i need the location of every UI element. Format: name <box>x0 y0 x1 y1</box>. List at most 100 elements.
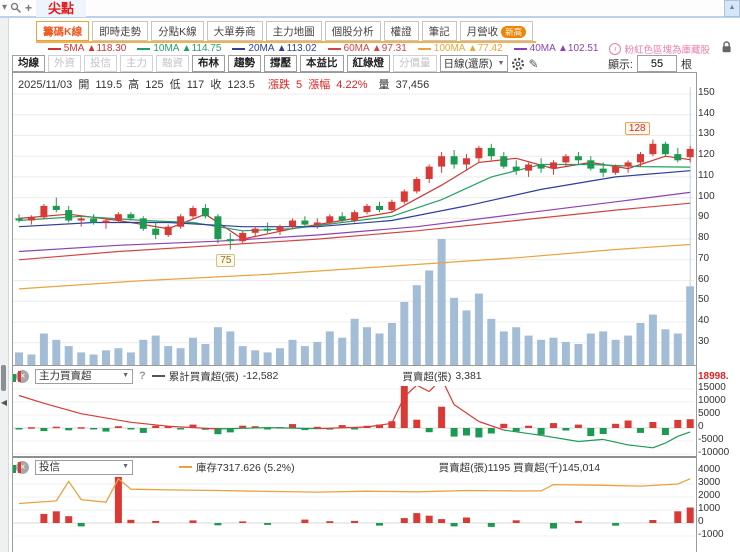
toolbar-button-分價量[interactable]: 分價量 <box>393 55 437 72</box>
low-value: 117 <box>186 79 205 91</box>
chevron-down-icon: ▼ <box>122 372 129 379</box>
tab-個股分析[interactable]: 個股分析 <box>324 21 381 41</box>
tab-月營收[interactable]: 月營收 新高 <box>459 21 534 41</box>
ma-legend-item-40MA: 40MA ▲102.51 <box>513 43 598 54</box>
tab-大單券商[interactable]: 大單券商 <box>206 21 263 41</box>
panel2-bar-value: 3,381 <box>455 370 482 382</box>
panel3-indicator-select[interactable]: 投信 ▼ <box>35 459 133 475</box>
toolbar-button-主力[interactable]: 主力 <box>120 55 153 72</box>
display-label: 顯示: <box>607 58 633 71</box>
candlestick-chart[interactable] <box>13 73 694 365</box>
line-swatch <box>327 47 341 50</box>
pencil-icon[interactable]: ✎ <box>528 56 539 71</box>
magnifier-icon[interactable] <box>10 2 22 14</box>
collapse-arrow-icon[interactable]: ◀ <box>0 398 8 407</box>
tab-籌碼K線[interactable]: 籌碼K線 <box>36 21 90 41</box>
chevron-down-icon: ▼ <box>122 463 129 470</box>
left-collapse-strip: ◀ <box>0 18 9 552</box>
main-force-panel-chart[interactable] <box>13 386 694 456</box>
axis-tick-label: 110 <box>698 170 714 181</box>
scrollbar-thumb[interactable] <box>1 365 6 391</box>
line-swatch <box>232 47 246 50</box>
axis-tick-label: 100 <box>698 191 715 202</box>
price-callout-75: 75 <box>216 254 236 268</box>
period-select[interactable]: 日線(還原) ▼ <box>439 55 509 72</box>
toolbar-button-外資[interactable]: 外資 <box>48 55 81 72</box>
treasury-note: i 粉紅色區塊為庫藏股 <box>609 42 710 56</box>
toolbar-button-投信[interactable]: 投信 <box>84 55 117 72</box>
low-label: 低 <box>169 79 181 91</box>
tab-即時走勢[interactable]: 即時走勢 <box>92 21 149 41</box>
price-callout-128: 128 <box>624 121 650 135</box>
bars-unit-label: 根 <box>681 58 692 71</box>
toolbar-button-紅綠燈[interactable]: 紅綠燈 <box>346 55 390 72</box>
panel2-indicator-select[interactable]: 主力買賣超 ▼ <box>35 368 133 384</box>
axis-tick-label: 60 <box>698 274 710 285</box>
tab-分點K線[interactable]: 分點K線 <box>151 21 204 41</box>
chart-area[interactable]: 2025/11/03 開 119.5 高 125 低 117 收 123.5 漲… <box>12 72 697 552</box>
change-pct-value: 4.22% <box>336 79 368 91</box>
page-title-tab[interactable]: 尖點 <box>36 0 87 17</box>
ma-legend-text: 100MA ▲77.42 <box>433 43 503 54</box>
axis-tick-label: 120 <box>698 149 715 160</box>
panel3-header: × 投信 ▼ 庫存7317.626 (5.2%) 買賣超(張)1195 買賣超(… <box>13 459 696 475</box>
axis-tick-label: 130 <box>698 128 715 139</box>
open-label: 開 <box>78 79 90 91</box>
volume-value: 37,456 <box>395 79 430 91</box>
tab-筆記[interactable]: 筆記 <box>421 21 457 41</box>
ma-legend-row: 5MA ▲118.30 10MA ▲114.75 20MA ▲113.02 60MA … <box>12 41 732 56</box>
axis-tick-label: 50 <box>698 294 710 305</box>
toolbar-button-布林[interactable]: 布林 <box>192 55 225 72</box>
axis-tick-label: 70 <box>698 253 710 264</box>
tab-label: 權證 <box>390 26 412 38</box>
volume-label: 量 <box>378 79 390 91</box>
toolbar-button-融資[interactable]: 融資 <box>156 55 189 72</box>
ma-legend-text: 20MA ▲113.02 <box>248 43 317 54</box>
panel2-select-value: 主力買賣超 <box>39 370 92 382</box>
axis-tick-label: 1000 <box>698 503 721 514</box>
ma-legend-item-10MA: 10MA ▲114.75 <box>137 43 221 54</box>
bars-count-input[interactable] <box>637 55 677 72</box>
panel3-bar-label: 買賣超(張)1195 買賣超(千)145,014 <box>438 461 601 474</box>
chevron-down-icon[interactable]: ▾ <box>2 2 8 13</box>
axis-tick-label: 30 <box>698 336 710 347</box>
line-swatch <box>137 47 151 50</box>
toolbar-button-撐壓[interactable]: 撐壓 <box>264 55 297 72</box>
axis-tick-label: 5000 <box>698 408 721 419</box>
axis-tick-label: 4000 <box>698 464 721 475</box>
tab-badge: 新高 <box>501 25 527 38</box>
close-value: 123.5 <box>227 79 255 91</box>
line-swatch <box>417 47 431 50</box>
ma-legend-text: 10MA ▲114.75 <box>153 43 222 54</box>
treasury-note-text: 粉紅色區塊為庫藏股 <box>624 44 710 56</box>
axis-tick-label: 0 <box>698 421 704 432</box>
open-value: 119.5 <box>95 79 123 91</box>
ma-legend-item-100MA: 100MA ▲77.42 <box>417 43 503 54</box>
tab-主力地圖[interactable]: 主力地圖 <box>265 21 322 41</box>
price-axis: 150 140 130 120 110 100 90 80 70 60 50 40 30 15000 100… <box>698 0 740 552</box>
toolbar-button-趨勢[interactable]: 趨勢 <box>228 55 261 72</box>
panel-divider <box>13 365 696 366</box>
help-icon[interactable]: ? <box>139 370 146 382</box>
panel2-bar-label: 買賣超(張) <box>402 370 452 383</box>
toolbar-button-本益比[interactable]: 本益比 <box>300 55 344 72</box>
tab-label: 筆記 <box>428 26 450 38</box>
axis-tick-label: -10000 <box>698 447 730 458</box>
gear-icon[interactable] <box>511 57 525 71</box>
tab-label: 大單券商 <box>213 26 256 38</box>
period-select-value: 日線(還原) <box>443 57 493 70</box>
tab-權證[interactable]: 權證 <box>383 21 419 41</box>
toolbar-button-均線[interactable]: 均線 <box>12 55 45 72</box>
tab-label: 即時走勢 <box>99 26 142 38</box>
zoom-in-button[interactable]: + <box>25 1 33 15</box>
tab-label: 分點K線 <box>158 26 197 38</box>
axis-tick-label: 18998. <box>698 371 729 382</box>
tab-label: 個股分析 <box>331 26 374 38</box>
trust-panel-chart[interactable] <box>13 477 694 552</box>
zoom-controls: ▾ + <box>2 1 32 15</box>
panel2-line-value: -12,582 <box>242 370 279 382</box>
chart-toolbar: 均線 外資 投信 主力 融資 布林 趨勢 撐壓 本益比 紅綠燈 分價量 日線(還原) ▼ ✎ 顯示:… <box>12 55 692 72</box>
lock-icon[interactable] <box>721 41 732 56</box>
panel2-header: × 主力買賣超 ▼ ? 累計買賣超(張) -12,582 買賣超(張) 3,38… <box>13 367 696 385</box>
